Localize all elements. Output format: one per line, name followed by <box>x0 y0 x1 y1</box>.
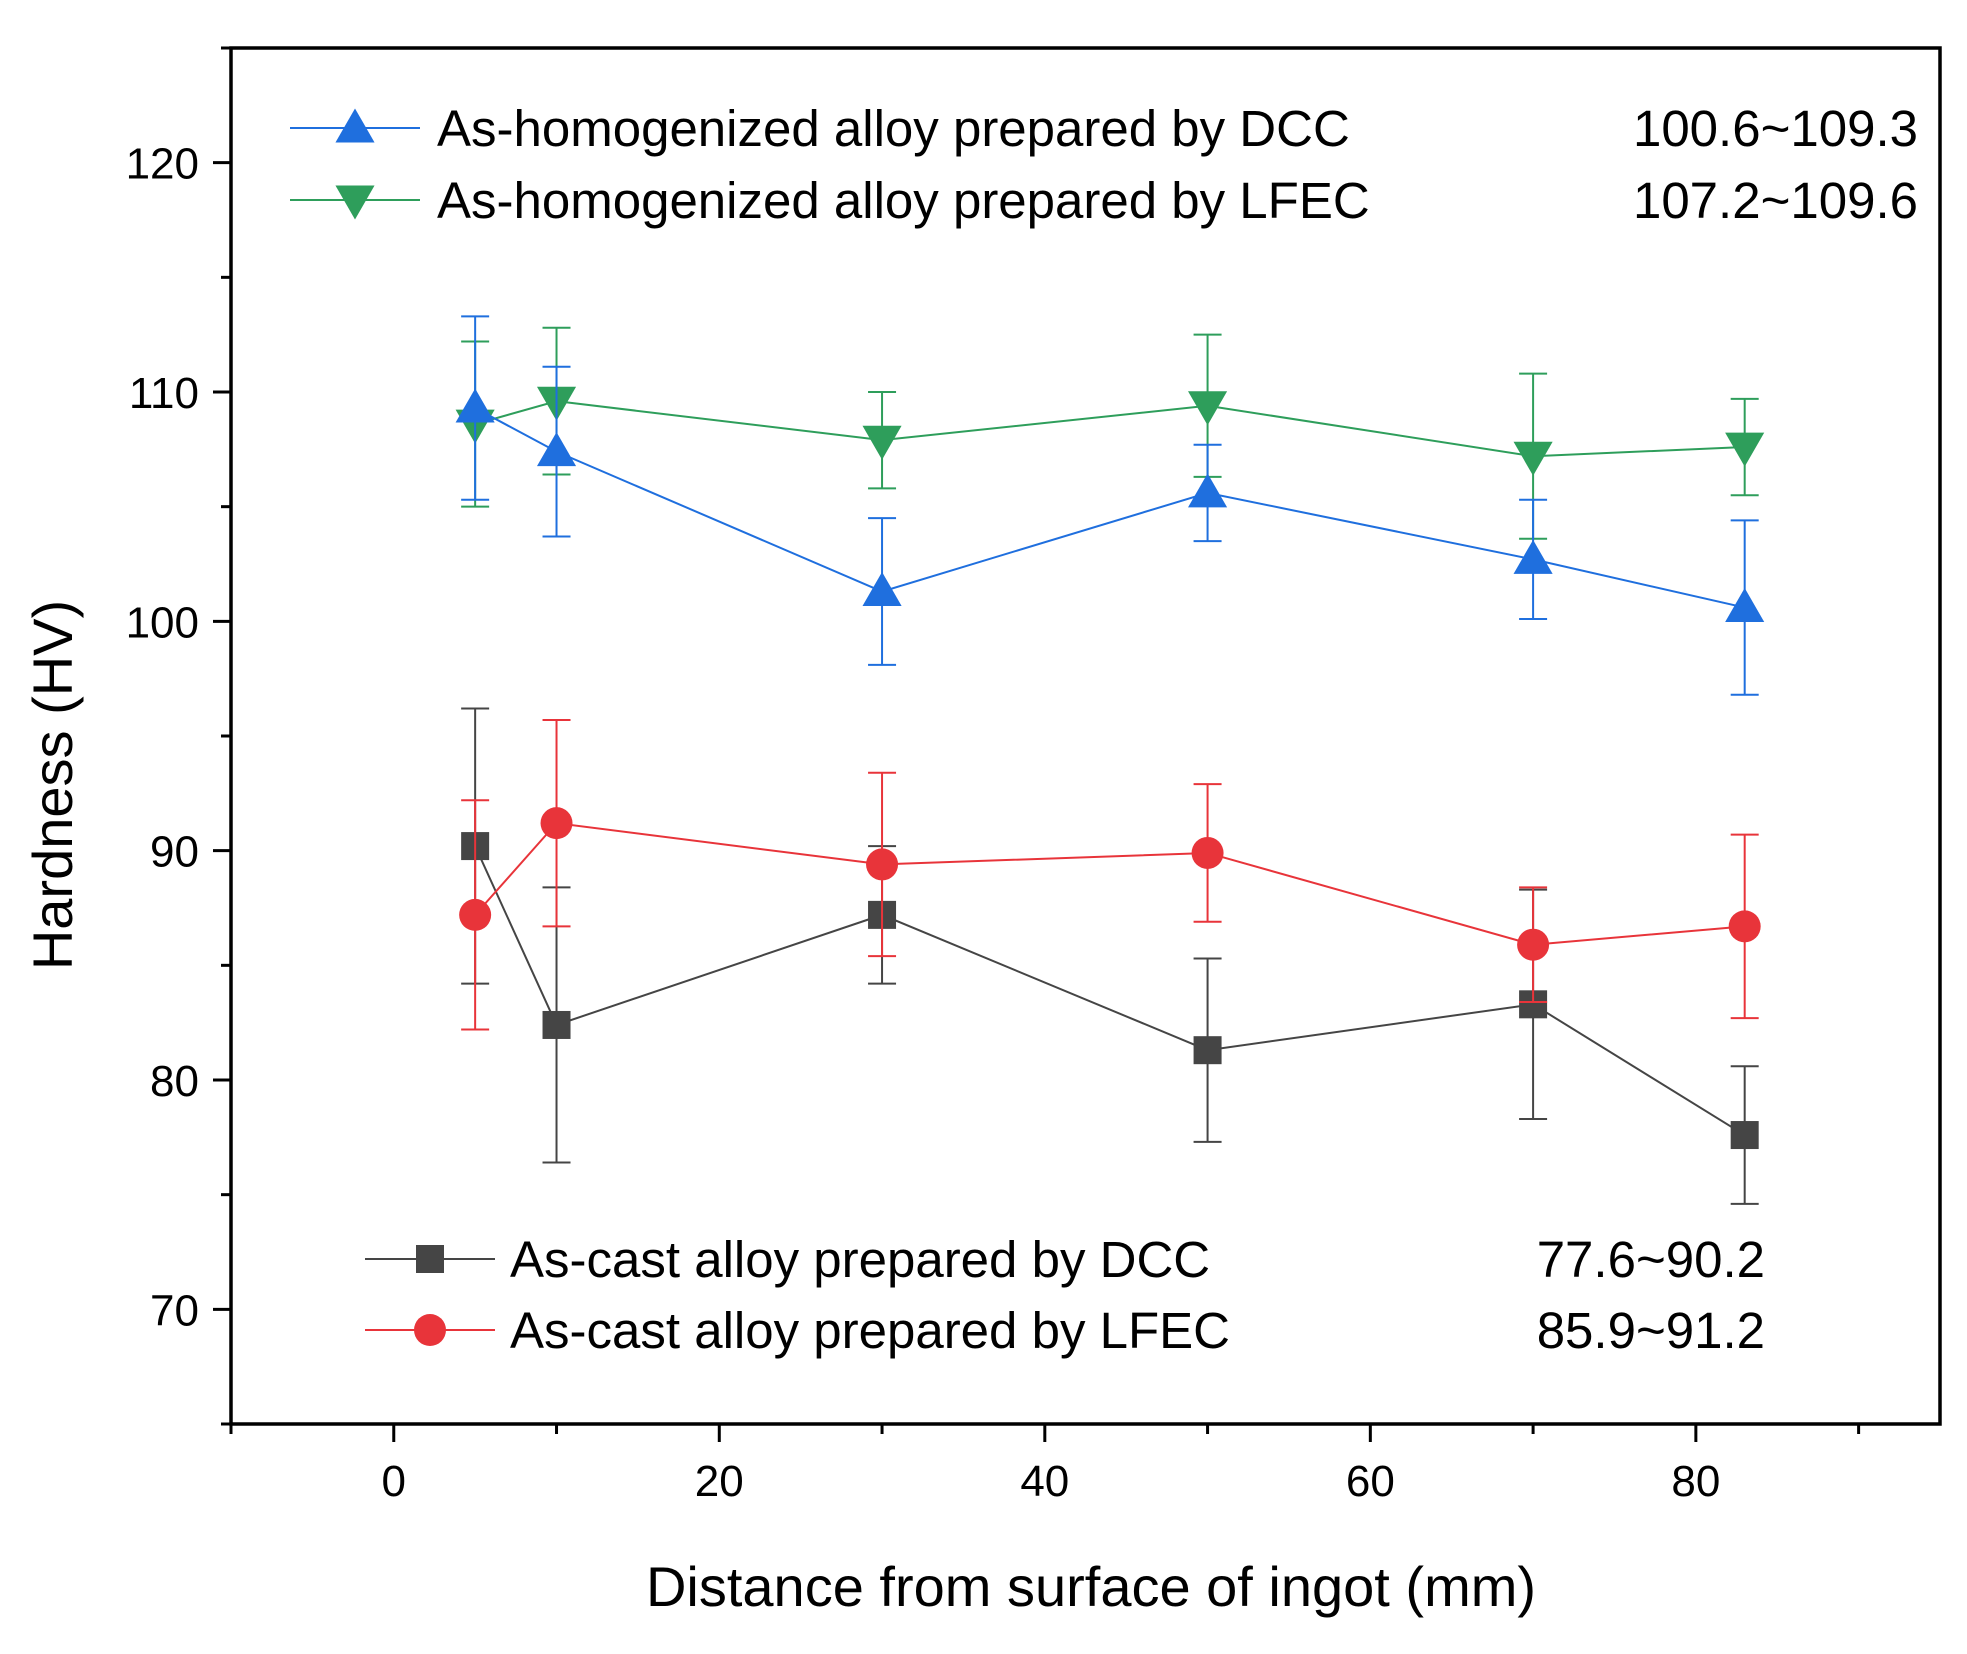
legend-marker <box>335 185 375 220</box>
data-point <box>540 807 573 840</box>
series-line <box>474 400 1745 458</box>
legend-label: As-cast alloy prepared by LFEC <box>510 1302 1230 1359</box>
x-tick-label: 60 <box>1346 1457 1395 1506</box>
data-point <box>542 1010 571 1039</box>
legend-entry-1: As-homogenized alloy prepared by LFEC 107… <box>290 172 1918 229</box>
data-point <box>455 388 495 423</box>
legend-range: 85.9~91.2 <box>1537 1302 1765 1359</box>
data-point <box>459 898 492 931</box>
y-tick-label: 100 <box>126 598 199 647</box>
legend-label: As-homogenized alloy prepared by LFEC <box>437 172 1370 229</box>
legend-entry-0: As-homogenized alloy prepared by DCC 100.… <box>290 100 1918 157</box>
legend-range: 100.6~109.3 <box>1633 100 1918 157</box>
y-axis-title: Hardness (HV) <box>21 600 84 970</box>
x-tick-label: 40 <box>1020 1457 1069 1506</box>
data-point <box>1188 391 1228 426</box>
legend: As-homogenized alloy prepared by DCC 100.… <box>290 100 1918 1359</box>
legend-label: As-cast alloy prepared by DCC <box>510 1231 1210 1288</box>
legend-entry-3: As-cast alloy prepared by LFEC 85.9~91.2 <box>365 1302 1765 1359</box>
y-tick-label: 70 <box>150 1286 199 1335</box>
data-point <box>1513 539 1553 574</box>
legend-label: As-homogenized alloy prepared by DCC <box>437 100 1350 157</box>
data-point <box>1725 432 1765 467</box>
data-point <box>1188 473 1228 508</box>
series-line <box>474 822 1745 946</box>
series-3 <box>459 718 1761 1031</box>
legend-range: 77.6~90.2 <box>1537 1231 1765 1288</box>
x-tick-label: 0 <box>382 1457 406 1506</box>
legend-entry-2: As-cast alloy prepared by DCC 77.6~90.2 <box>365 1231 1765 1288</box>
data-point <box>1191 836 1224 869</box>
data-point <box>1725 588 1765 623</box>
legend-marker <box>414 1314 446 1346</box>
y-tick-label: 120 <box>126 140 199 189</box>
data-point <box>866 848 899 881</box>
y-tick-label: 110 <box>129 369 199 418</box>
data-point <box>862 571 902 606</box>
series-0 <box>455 315 1765 696</box>
plot-series <box>455 315 1765 1205</box>
data-point <box>1730 1121 1759 1150</box>
x-tick-label: 80 <box>1671 1457 1720 1506</box>
data-point <box>536 432 577 467</box>
y-tick-label: 80 <box>150 1057 199 1106</box>
legend-range: 107.2~109.6 <box>1633 172 1918 229</box>
y-tick-label: 90 <box>150 828 199 877</box>
legend-marker <box>335 108 375 143</box>
x-axis-title: Distance from surface of ingot (mm) <box>646 1555 1536 1618</box>
data-point <box>1193 1036 1222 1065</box>
axes: 0 20 40 60 80 70 80 90 100 110 120 <box>126 46 1942 1506</box>
data-point <box>1517 928 1550 961</box>
data-point <box>1513 441 1553 476</box>
series-line <box>474 845 1746 1136</box>
x-tick-label: 20 <box>695 1457 744 1506</box>
legend-marker <box>416 1245 444 1273</box>
data-point <box>1728 910 1761 943</box>
series-line <box>474 407 1745 609</box>
data-point <box>862 425 902 460</box>
